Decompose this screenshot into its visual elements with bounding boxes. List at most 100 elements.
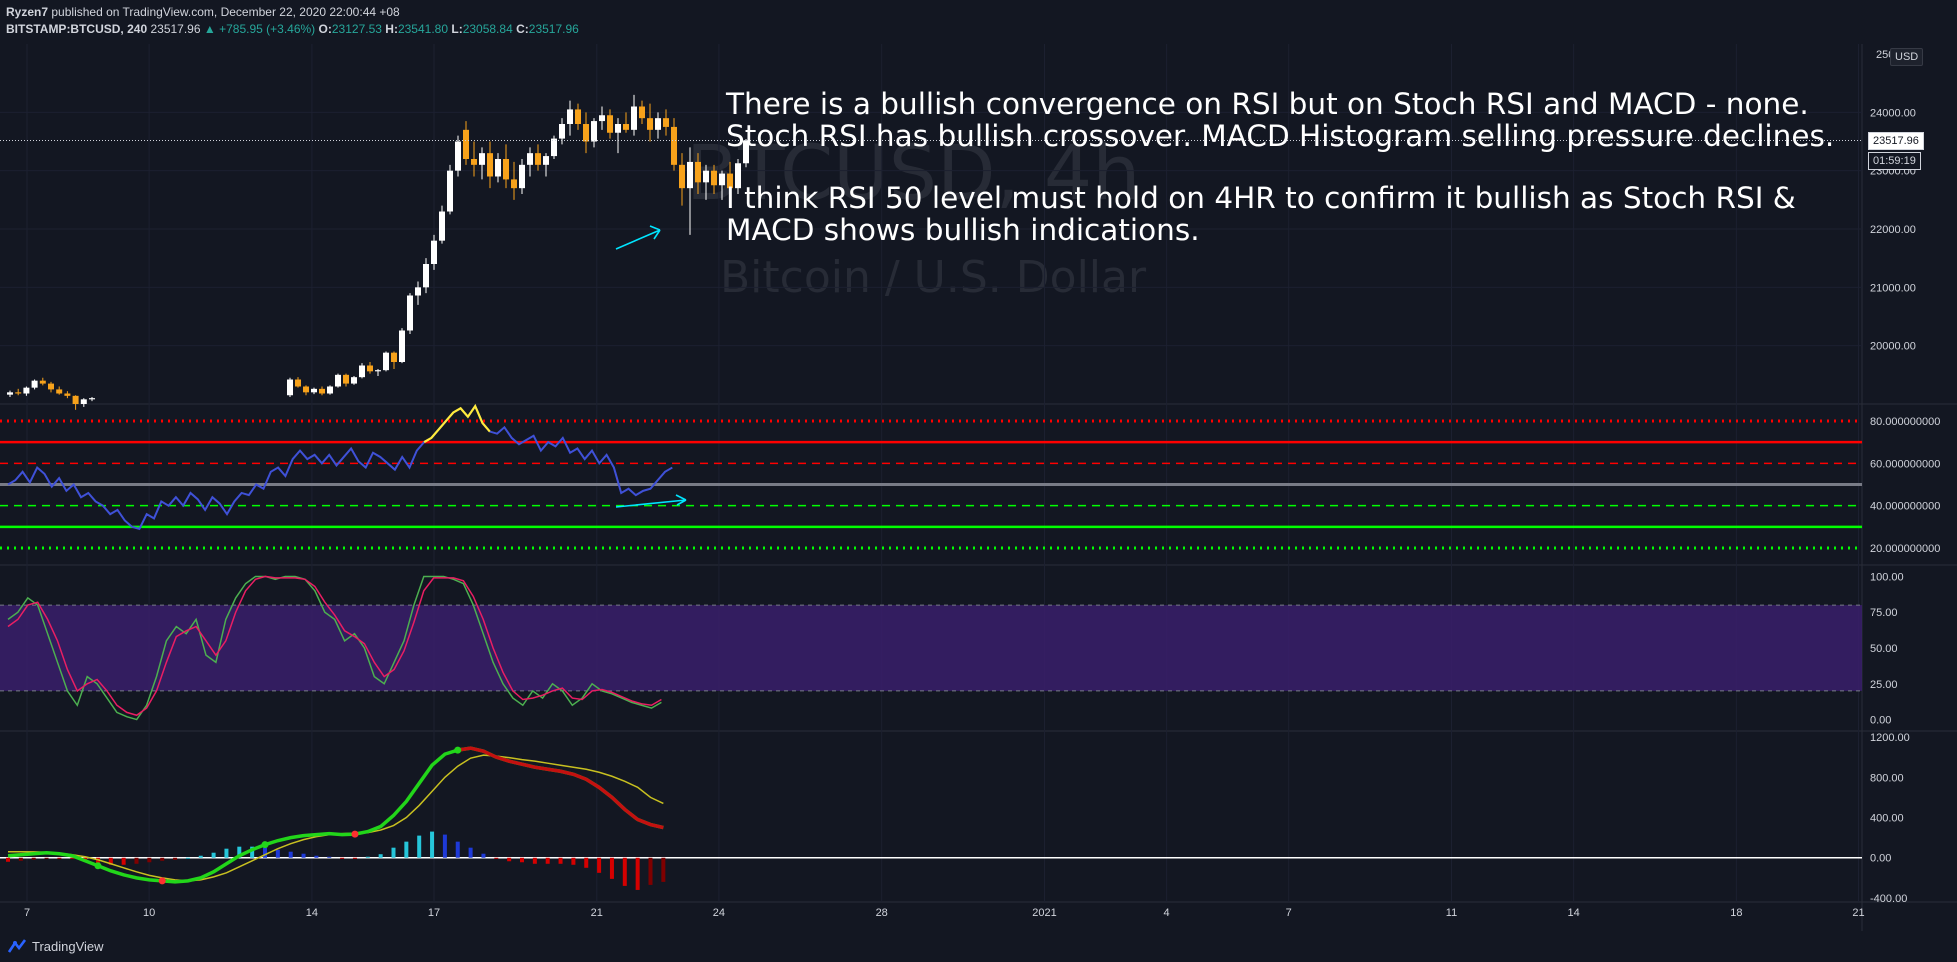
candle-body [7,392,13,395]
candle-body [503,159,509,180]
macd-tick-label: 0.00 [1870,853,1891,865]
candle-body [439,211,445,241]
stoch-series-1 [7,575,662,717]
macd-histogram-bar [558,857,563,864]
analysis-annotation: There is a bullish convergence on RSI bu… [726,88,1926,246]
macd-tick-label: -400.00 [1870,893,1907,905]
candle-body [89,398,95,400]
candle-body [519,164,525,189]
candle-body [319,388,325,394]
currency-badge[interactable]: USD [1890,48,1924,66]
annotation-line-4: MACD shows bullish indications. [726,213,1200,247]
candle-body [72,395,79,404]
macd-histogram-bar [378,854,383,858]
macd-histogram-bar [365,856,370,858]
macd-histogram-bar [275,849,280,858]
price-tick-label-top: 250 [1876,49,1894,61]
time-tick-label: 21 [1852,907,1864,919]
candle-body [559,124,565,139]
stoch-tick-label: 100.00 [1870,571,1904,583]
candle-body [455,141,461,171]
candle-body [64,393,71,396]
open-value: 23127.53 [331,22,382,36]
macd-histogram-bar [430,831,435,858]
price-tick-label: 21000.00 [1870,282,1916,294]
macd-histogram-bar [417,835,422,858]
candle-body [679,164,685,189]
price-tick-label: 24000.00 [1870,107,1916,119]
time-tick-label: 7 [1286,907,1292,919]
macd-histogram-bar [70,857,75,859]
macd-histogram-bar [250,846,255,858]
candle-body [663,118,669,127]
macd-cross-dot [94,862,102,870]
candle-body [655,118,661,130]
candle-body [367,365,373,372]
time-tick-label: 17 [428,907,440,919]
macd-histogram-bar [108,857,113,865]
time-tick-label: 11 [1446,907,1457,919]
candle-body [567,109,573,124]
time-tick-label: 18 [1730,907,1742,919]
macd-cross-dot [261,841,269,849]
candle-body [407,295,413,331]
candle-body [695,161,701,183]
macd-histogram-bar [622,857,627,886]
macd-tick-label: 1200.00 [1870,732,1910,744]
macd-histogram-bar [173,857,178,860]
time-tick-label: 14 [306,907,318,919]
candle-body [631,106,637,130]
macd-histogram-bar [95,857,100,864]
macd-histogram-bar [571,857,576,865]
candle-body [703,170,709,183]
time-tick-label: 21 [591,907,603,919]
candle-body [551,138,557,157]
ohlc-legend: BITSTAMP:BTCUSD, 240 23517.96 ▲ +785.95 … [6,22,579,36]
candle-body [383,352,389,371]
stoch-tick-label: 75.00 [1870,607,1898,619]
candle-body [471,159,477,165]
symbol-label[interactable]: BITSTAMP:BTCUSD, 240 [6,22,148,36]
chart-header: Ryzen7 published on TradingView.com, Dec… [0,0,1957,44]
macd-histogram-bar [288,851,293,858]
candle-body [463,129,469,159]
author-name[interactable]: Ryzen7 [6,5,49,19]
candle-body [375,370,381,372]
macd-histogram-bar [609,857,614,879]
time-tick-label: 10 [143,907,155,919]
high-value: 23541.80 [397,22,449,36]
candle-body [575,109,581,124]
candle-body [391,352,397,362]
price-trend-arrow [615,225,661,250]
macd-histogram-bar [263,847,267,858]
chart-canvas[interactable]: 7 10 14 17 21 24 28 2021 4 7 11 14 18 21 20000.00 21000… [0,44,1957,931]
macd-tick-label: 800.00 [1870,772,1904,784]
open-label: O: [318,22,332,36]
name-watermark: Bitcoin / U.S. Dollar [720,252,1147,303]
macd-histogram-bar [391,847,396,858]
candle-body [447,170,453,212]
countdown-tag: 01:59:19 [1868,152,1921,170]
footer: TradingView [0,931,1957,962]
candle-body [591,121,597,142]
macd-histogram-bar [327,856,332,858]
annotation-line-3: I think RSI 50 level must hold on 4HR to… [726,181,1796,215]
candle-body [599,115,605,122]
candle-body [415,287,421,296]
stoch-series-0 [7,575,662,721]
candle-body [80,399,87,404]
macd-histogram-bar [211,852,216,858]
candle-body [431,240,437,264]
time-tick-label: 14 [1567,907,1579,919]
candle-body [671,126,677,165]
macd-histogram-bar [481,853,486,858]
tradingview-brand[interactable]: TradingView [8,937,104,955]
macd-histogram-bar [185,857,190,859]
candle-body [303,386,309,393]
macd-histogram-bar [57,857,62,859]
candle-body [23,387,30,394]
price-tick-label: 20000.00 [1870,341,1916,353]
candle-body [351,377,357,384]
candle-body [527,153,533,165]
candle-body [543,156,549,165]
